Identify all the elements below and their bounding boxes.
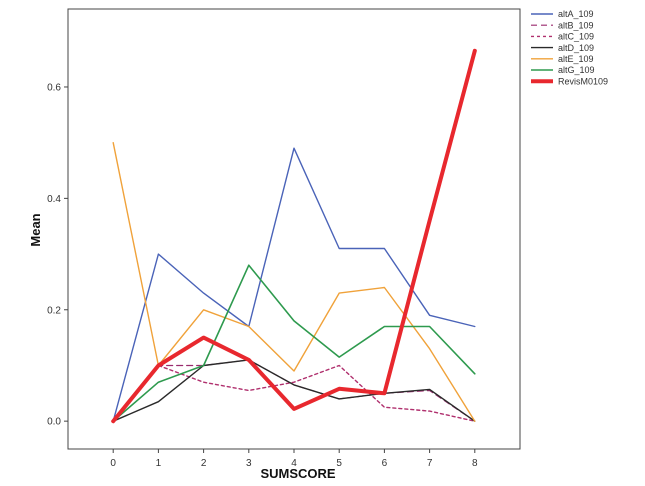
x-tick-label: 3 bbox=[246, 458, 252, 469]
series-line-altE_109 bbox=[112, 141, 476, 422]
series-line-altC_109 bbox=[112, 364, 476, 422]
legend-label: altE_109 bbox=[558, 54, 594, 64]
y-axis-title: Mean bbox=[28, 213, 43, 246]
x-axis: 0 1 2 3 4 5 6 7 8 bbox=[110, 449, 478, 469]
x-tick-label: 8 bbox=[472, 458, 478, 469]
x-axis-title: SUMSCORE bbox=[260, 466, 335, 481]
series-line-altG_109 bbox=[112, 264, 476, 423]
series-line-RevisM0109 bbox=[111, 48, 477, 424]
series-line-altD_109 bbox=[112, 359, 476, 422]
series-line-altA_109 bbox=[112, 147, 476, 422]
series-lines bbox=[111, 48, 477, 424]
y-axis: 0.0 0.2 0.4 0.6 bbox=[47, 82, 68, 428]
legend-label: RevisM0109 bbox=[558, 76, 608, 86]
y-tick-label: 0.2 bbox=[47, 305, 61, 316]
plot-frame bbox=[67, 8, 521, 450]
x-tick-label: 5 bbox=[336, 458, 342, 469]
y-tick-label: 0.4 bbox=[47, 194, 61, 205]
y-tick-label: 0.0 bbox=[47, 417, 61, 428]
y-tick-label: 0.6 bbox=[47, 82, 61, 93]
x-tick-label: 2 bbox=[201, 458, 207, 469]
x-tick-label: 1 bbox=[156, 458, 162, 469]
legend-label: altD_109 bbox=[558, 43, 594, 53]
legend-label: altG_109 bbox=[558, 65, 595, 75]
legend-label: altB_109 bbox=[558, 20, 594, 30]
legend-label: altA_109 bbox=[558, 9, 594, 19]
x-tick-label: 6 bbox=[382, 458, 388, 469]
x-tick-label: 7 bbox=[427, 458, 433, 469]
legend-label: altC_109 bbox=[558, 32, 594, 42]
x-tick-label: 0 bbox=[110, 458, 116, 469]
x-tick-label: 4 bbox=[291, 458, 297, 469]
